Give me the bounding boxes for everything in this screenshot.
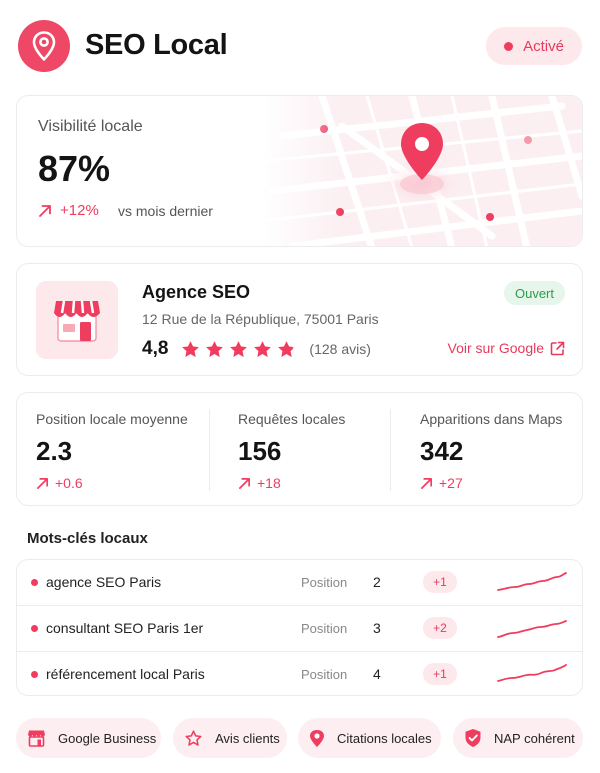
divider: [209, 409, 210, 491]
stat-delta: +27: [420, 475, 463, 491]
keyword-row[interactable]: agence SEO Paris Position 2 +1: [17, 560, 582, 605]
business-name: Agence SEO: [142, 282, 251, 302]
star-icon: [206, 340, 224, 357]
bullet-dot: [31, 671, 38, 678]
divider: [390, 409, 391, 491]
visibility-label: Visibilité locale: [38, 118, 143, 135]
keywords-heading: Mots-clés locaux: [27, 530, 148, 547]
visibility-delta: +12%: [38, 202, 99, 219]
keyword-text: agence SEO Paris: [46, 574, 162, 590]
storefront-icon: [36, 281, 118, 359]
position-label: Position: [301, 621, 348, 636]
keywords-list: agence SEO Paris Position 2 +1 consultan…: [16, 559, 583, 696]
open-status-badge: Ouvert: [504, 281, 565, 305]
visibility-value: 87%: [38, 148, 111, 189]
map-pin-icon: [310, 729, 324, 747]
visibility-delta-value: +12%: [60, 202, 99, 219]
storefront-icon: [28, 730, 45, 747]
stat-delta: +0.6: [36, 475, 83, 491]
business-card: Agence SEO 12 Rue de la République, 7500…: [16, 263, 583, 376]
external-link-icon: [550, 341, 565, 355]
business-address: 12 Rue de la République, 75001 Paris: [142, 311, 379, 327]
shield-check-icon: [465, 729, 481, 747]
star-icon: [185, 729, 202, 746]
sparkline: [497, 664, 567, 682]
star-icon: [230, 340, 248, 357]
header: SEO Local Activé: [18, 20, 582, 72]
google-business-pill[interactable]: Google Business: [16, 718, 161, 758]
bullet-dot: [31, 625, 38, 632]
position-label: Position: [301, 667, 348, 682]
sparkline: [497, 572, 567, 591]
position-label: Position: [301, 575, 348, 590]
status-label: Activé: [523, 37, 564, 55]
stat-value: 156: [238, 436, 282, 466]
visibility-card: Visibilité locale 87% +12% vs mois derni…: [16, 95, 583, 247]
rating-value: 4,8: [142, 338, 169, 359]
star-icon: [182, 340, 200, 357]
bullet-dot: [31, 579, 38, 586]
visibility-comparison: vs mois dernier: [118, 203, 213, 219]
pill-label: Citations locales: [337, 730, 432, 746]
stat-label: Requêtes locales: [238, 411, 346, 427]
keyword-text: référencement local Paris: [46, 666, 205, 682]
trend-up-icon: [39, 204, 51, 217]
review-count: (128 avis): [309, 341, 371, 357]
star-icon: [254, 340, 272, 357]
trend-up-icon: [421, 477, 432, 489]
change-badge: +1: [423, 663, 457, 685]
rating-stars: [180, 339, 297, 360]
view-on-google-label: Voir sur Google: [447, 340, 545, 356]
stats-card: Position locale moyenne 2.3 +0.6 Requête…: [16, 392, 583, 506]
pill-label: NAP cohérent: [494, 730, 575, 746]
view-on-google-link[interactable]: Voir sur Google: [448, 340, 566, 356]
stat-value: 342: [420, 436, 464, 466]
map-illustration: [262, 96, 582, 246]
status-dot: [504, 41, 514, 51]
position-value: 3: [373, 620, 381, 636]
status-badge[interactable]: Activé: [486, 27, 582, 65]
pill-label: Avis clients: [215, 730, 280, 746]
position-value: 2: [373, 574, 381, 590]
stat-label: Apparitions dans Maps: [420, 411, 563, 427]
change-badge: +2: [423, 617, 457, 639]
trend-up-icon: [239, 477, 250, 489]
sparkline: [497, 620, 567, 638]
local-citations-pill[interactable]: Citations locales: [298, 718, 441, 758]
page-title: SEO Local: [85, 29, 228, 61]
stat-delta: +18: [238, 475, 281, 491]
position-value: 4: [373, 666, 381, 682]
business-rating: 4,8 (128 avis): [142, 338, 371, 360]
star-icon: [278, 340, 296, 357]
pill-label: Google Business: [58, 730, 157, 746]
keyword-text: consultant SEO Paris 1er: [46, 620, 204, 636]
keyword-row[interactable]: consultant SEO Paris 1er Position 3 +2: [17, 605, 582, 650]
change-badge: +1: [423, 571, 457, 593]
nap-consistent-pill[interactable]: NAP cohérent: [453, 718, 583, 758]
customer-reviews-pill[interactable]: Avis clients: [173, 718, 287, 758]
keyword-row[interactable]: référencement local Paris Position 4 +1: [17, 651, 582, 695]
stat-label: Position locale moyenne: [36, 411, 188, 427]
map-pin-icon: [18, 20, 70, 72]
trend-up-icon: [37, 477, 48, 489]
stat-value: 2.3: [36, 436, 73, 466]
